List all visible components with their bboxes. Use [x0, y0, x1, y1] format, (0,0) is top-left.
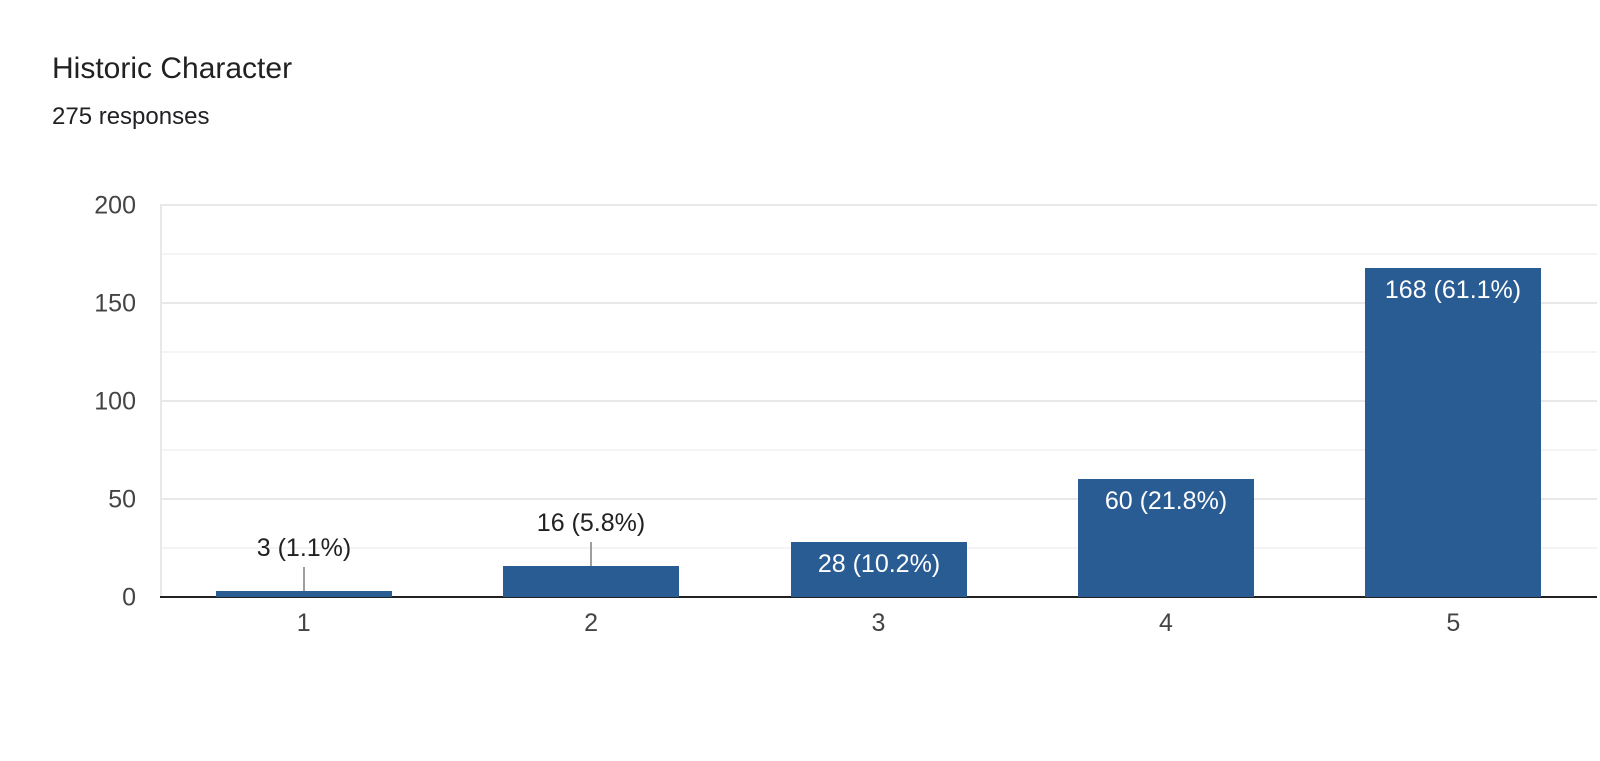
major-gridline — [160, 204, 1597, 206]
y-axis-line — [160, 205, 162, 597]
y-axis-tick-label: 0 — [122, 583, 136, 612]
bar-value-label: 3 (1.1%) — [256, 534, 352, 563]
x-axis-tick-label: 1 — [296, 609, 311, 637]
bar[interactable] — [503, 566, 679, 597]
plot-area: 3 (1.1%) 16 (5.8%) 28 (10.2%) 60 (21.8%) 168… — [160, 204, 1597, 598]
major-gridline — [160, 498, 1597, 500]
minor-gridline — [160, 449, 1597, 451]
x-axis-tick-label: 5 — [1446, 609, 1461, 637]
bar[interactable] — [1365, 268, 1541, 597]
y-axis-tick-label: 100 — [94, 387, 136, 416]
chart-title: Historic Character — [52, 52, 293, 85]
y-axis-tick-label: 50 — [108, 485, 136, 514]
bar-value-label: 168 (61.1%) — [1384, 275, 1522, 304]
bar[interactable] — [1078, 479, 1254, 597]
bar-value-label: 60 (21.8%) — [1104, 487, 1228, 516]
minor-gridline — [160, 253, 1597, 255]
bar-value-label: 28 (10.2%) — [817, 550, 941, 579]
response-count: 275 responses — [52, 103, 210, 130]
x-axis-tick-label: 4 — [1158, 609, 1173, 637]
major-gridline — [160, 302, 1597, 304]
bar[interactable] — [791, 542, 967, 597]
annotation-stem — [590, 541, 592, 566]
annotation-stem — [303, 567, 305, 592]
x-axis-tick-label: 3 — [871, 609, 886, 637]
bar-value-label: 16 (5.8%) — [536, 508, 646, 537]
major-gridline — [160, 400, 1597, 402]
y-axis-tick-label: 200 — [94, 191, 136, 220]
y-axis-tick-label: 150 — [94, 289, 136, 318]
x-axis-tick-label: 2 — [584, 609, 599, 637]
bar[interactable] — [216, 591, 392, 597]
minor-gridline — [160, 351, 1597, 353]
x-axis-baseline — [160, 596, 1597, 598]
